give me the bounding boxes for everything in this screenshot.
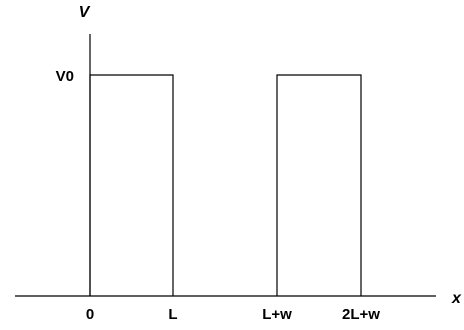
x-tick-label: 0 bbox=[86, 306, 94, 323]
x-tick-label: L bbox=[168, 306, 177, 323]
v0-label: V0 bbox=[56, 68, 74, 85]
barrier-2 bbox=[276, 74, 362, 296]
barrier-1 bbox=[89, 74, 174, 296]
x-tick-label: 2L+w bbox=[342, 306, 380, 323]
y-axis-label: V bbox=[79, 4, 91, 21]
x-tick-label: L+w bbox=[262, 306, 292, 323]
x-axis-label: x bbox=[451, 290, 462, 307]
